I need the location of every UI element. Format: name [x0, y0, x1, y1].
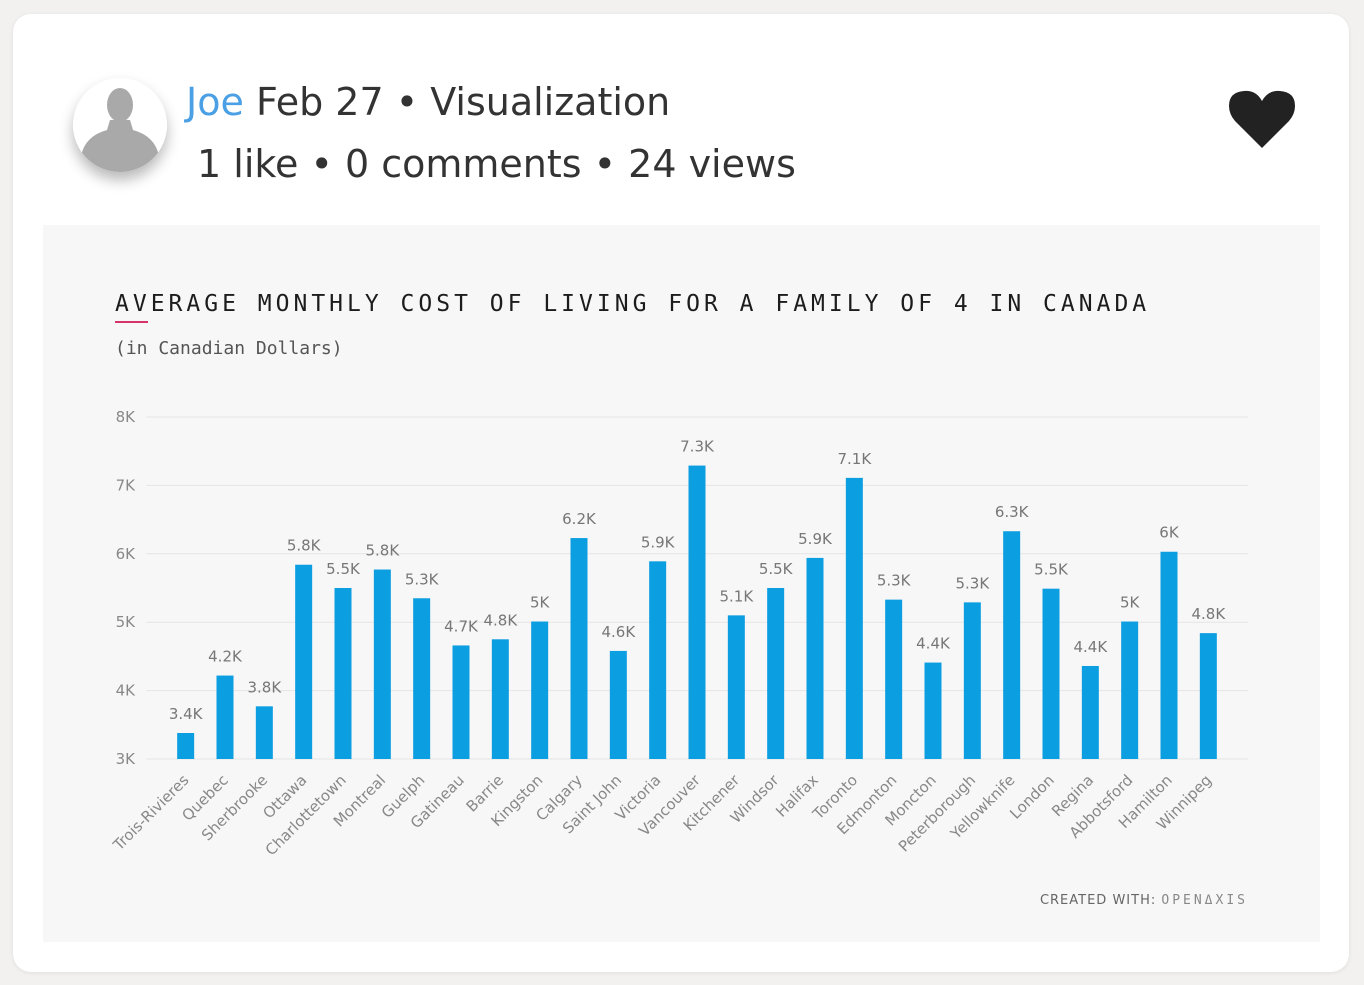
- bar: [688, 465, 706, 759]
- bar: [531, 621, 549, 759]
- data-label: 5.9K: [798, 530, 833, 548]
- author-link[interactable]: Joe: [186, 80, 244, 124]
- bar: [491, 639, 509, 759]
- bar-chart: 3K4K5K6K7K8K3.4KTrois-Rivieres4.2KQuebec…: [109, 408, 1248, 859]
- data-label: 5K: [530, 594, 551, 612]
- bar: [295, 564, 313, 759]
- chart-title: AVERAGE MONTHLY COST OF LIVING FOR A FAM…: [115, 291, 1151, 317]
- post-category[interactable]: Visualization: [430, 80, 671, 124]
- data-label: 4.8K: [1191, 605, 1226, 623]
- bar: [767, 588, 785, 759]
- bar: [727, 615, 745, 759]
- separator: •: [383, 80, 431, 124]
- bar: [845, 477, 863, 759]
- credit-prefix: CREATED WITH:: [1039, 893, 1157, 908]
- data-label: 3.8K: [247, 678, 282, 696]
- chart-subtitle: (in Canadian Dollars): [115, 338, 343, 359]
- data-label: 5.9K: [641, 533, 676, 551]
- data-label: 7.1K: [837, 450, 872, 468]
- bar: [924, 662, 942, 759]
- y-tick-label: 6K: [116, 545, 137, 563]
- bar: [255, 706, 273, 759]
- data-label: 5.5K: [1034, 561, 1069, 579]
- credit-brand[interactable]: OPENΔXIS: [1161, 893, 1248, 908]
- data-label: 7.3K: [680, 438, 715, 456]
- post-date: Feb 27: [255, 80, 384, 124]
- data-label: 5.3K: [405, 570, 440, 588]
- data-label: 4.6K: [601, 623, 636, 641]
- y-tick-label: 8K: [116, 408, 137, 426]
- data-label: 4.4K: [916, 635, 951, 653]
- data-label: 3.4K: [169, 705, 204, 723]
- data-label: 5.5K: [759, 560, 794, 578]
- data-label: 5.3K: [955, 574, 990, 592]
- data-label: 6.2K: [562, 510, 597, 528]
- user-avatar-icon[interactable]: [73, 78, 167, 172]
- data-label: 4.8K: [483, 611, 518, 629]
- y-tick-label: 7K: [116, 476, 137, 494]
- chart-panel: AVERAGE MONTHLY COST OF LIVING FOR A FAM…: [43, 225, 1320, 942]
- bar: [1081, 665, 1099, 759]
- data-label: 4.2K: [208, 648, 243, 666]
- post-card: Joe Feb 27 • Visualization 1 like • 0 co…: [13, 14, 1349, 972]
- bar: [216, 675, 234, 759]
- data-label: 6.3K: [995, 503, 1030, 521]
- data-label: 4.4K: [1073, 638, 1108, 656]
- bar: [334, 588, 352, 759]
- post-header: Joe Feb 27 • Visualization: [186, 80, 670, 124]
- bar: [373, 569, 391, 759]
- data-label: 5K: [1120, 594, 1141, 612]
- bar: [1003, 531, 1021, 759]
- bar: [452, 645, 470, 759]
- data-label: 5.1K: [719, 587, 754, 605]
- bar: [413, 598, 431, 759]
- bar: [806, 557, 824, 759]
- bar: [963, 602, 981, 759]
- y-tick-label: 3K: [116, 750, 137, 768]
- bar: [609, 650, 627, 759]
- data-label: 5.8K: [365, 542, 400, 560]
- data-label: 5.8K: [287, 537, 322, 555]
- title-accent-rule: [115, 321, 148, 323]
- bar: [570, 538, 588, 759]
- bar: [1199, 633, 1217, 759]
- chart-credit: CREATED WITH: OPENΔXIS: [1040, 893, 1248, 908]
- heart-icon[interactable]: [1229, 90, 1295, 150]
- y-tick-label: 4K: [116, 682, 137, 700]
- post-stats: 1 like • 0 comments • 24 views: [197, 142, 796, 186]
- bar: [649, 561, 667, 759]
- data-label: 5.5K: [326, 560, 361, 578]
- data-label: 6K: [1159, 524, 1180, 542]
- bar: [1121, 621, 1139, 759]
- y-tick-label: 5K: [116, 613, 137, 631]
- bar: [1042, 588, 1060, 759]
- bar: [1160, 551, 1178, 759]
- data-label: 4.7K: [444, 617, 479, 635]
- data-label: 5.3K: [877, 572, 912, 590]
- x-tick-label: London: [1006, 771, 1058, 823]
- bar: [885, 599, 903, 759]
- bar: [177, 733, 195, 759]
